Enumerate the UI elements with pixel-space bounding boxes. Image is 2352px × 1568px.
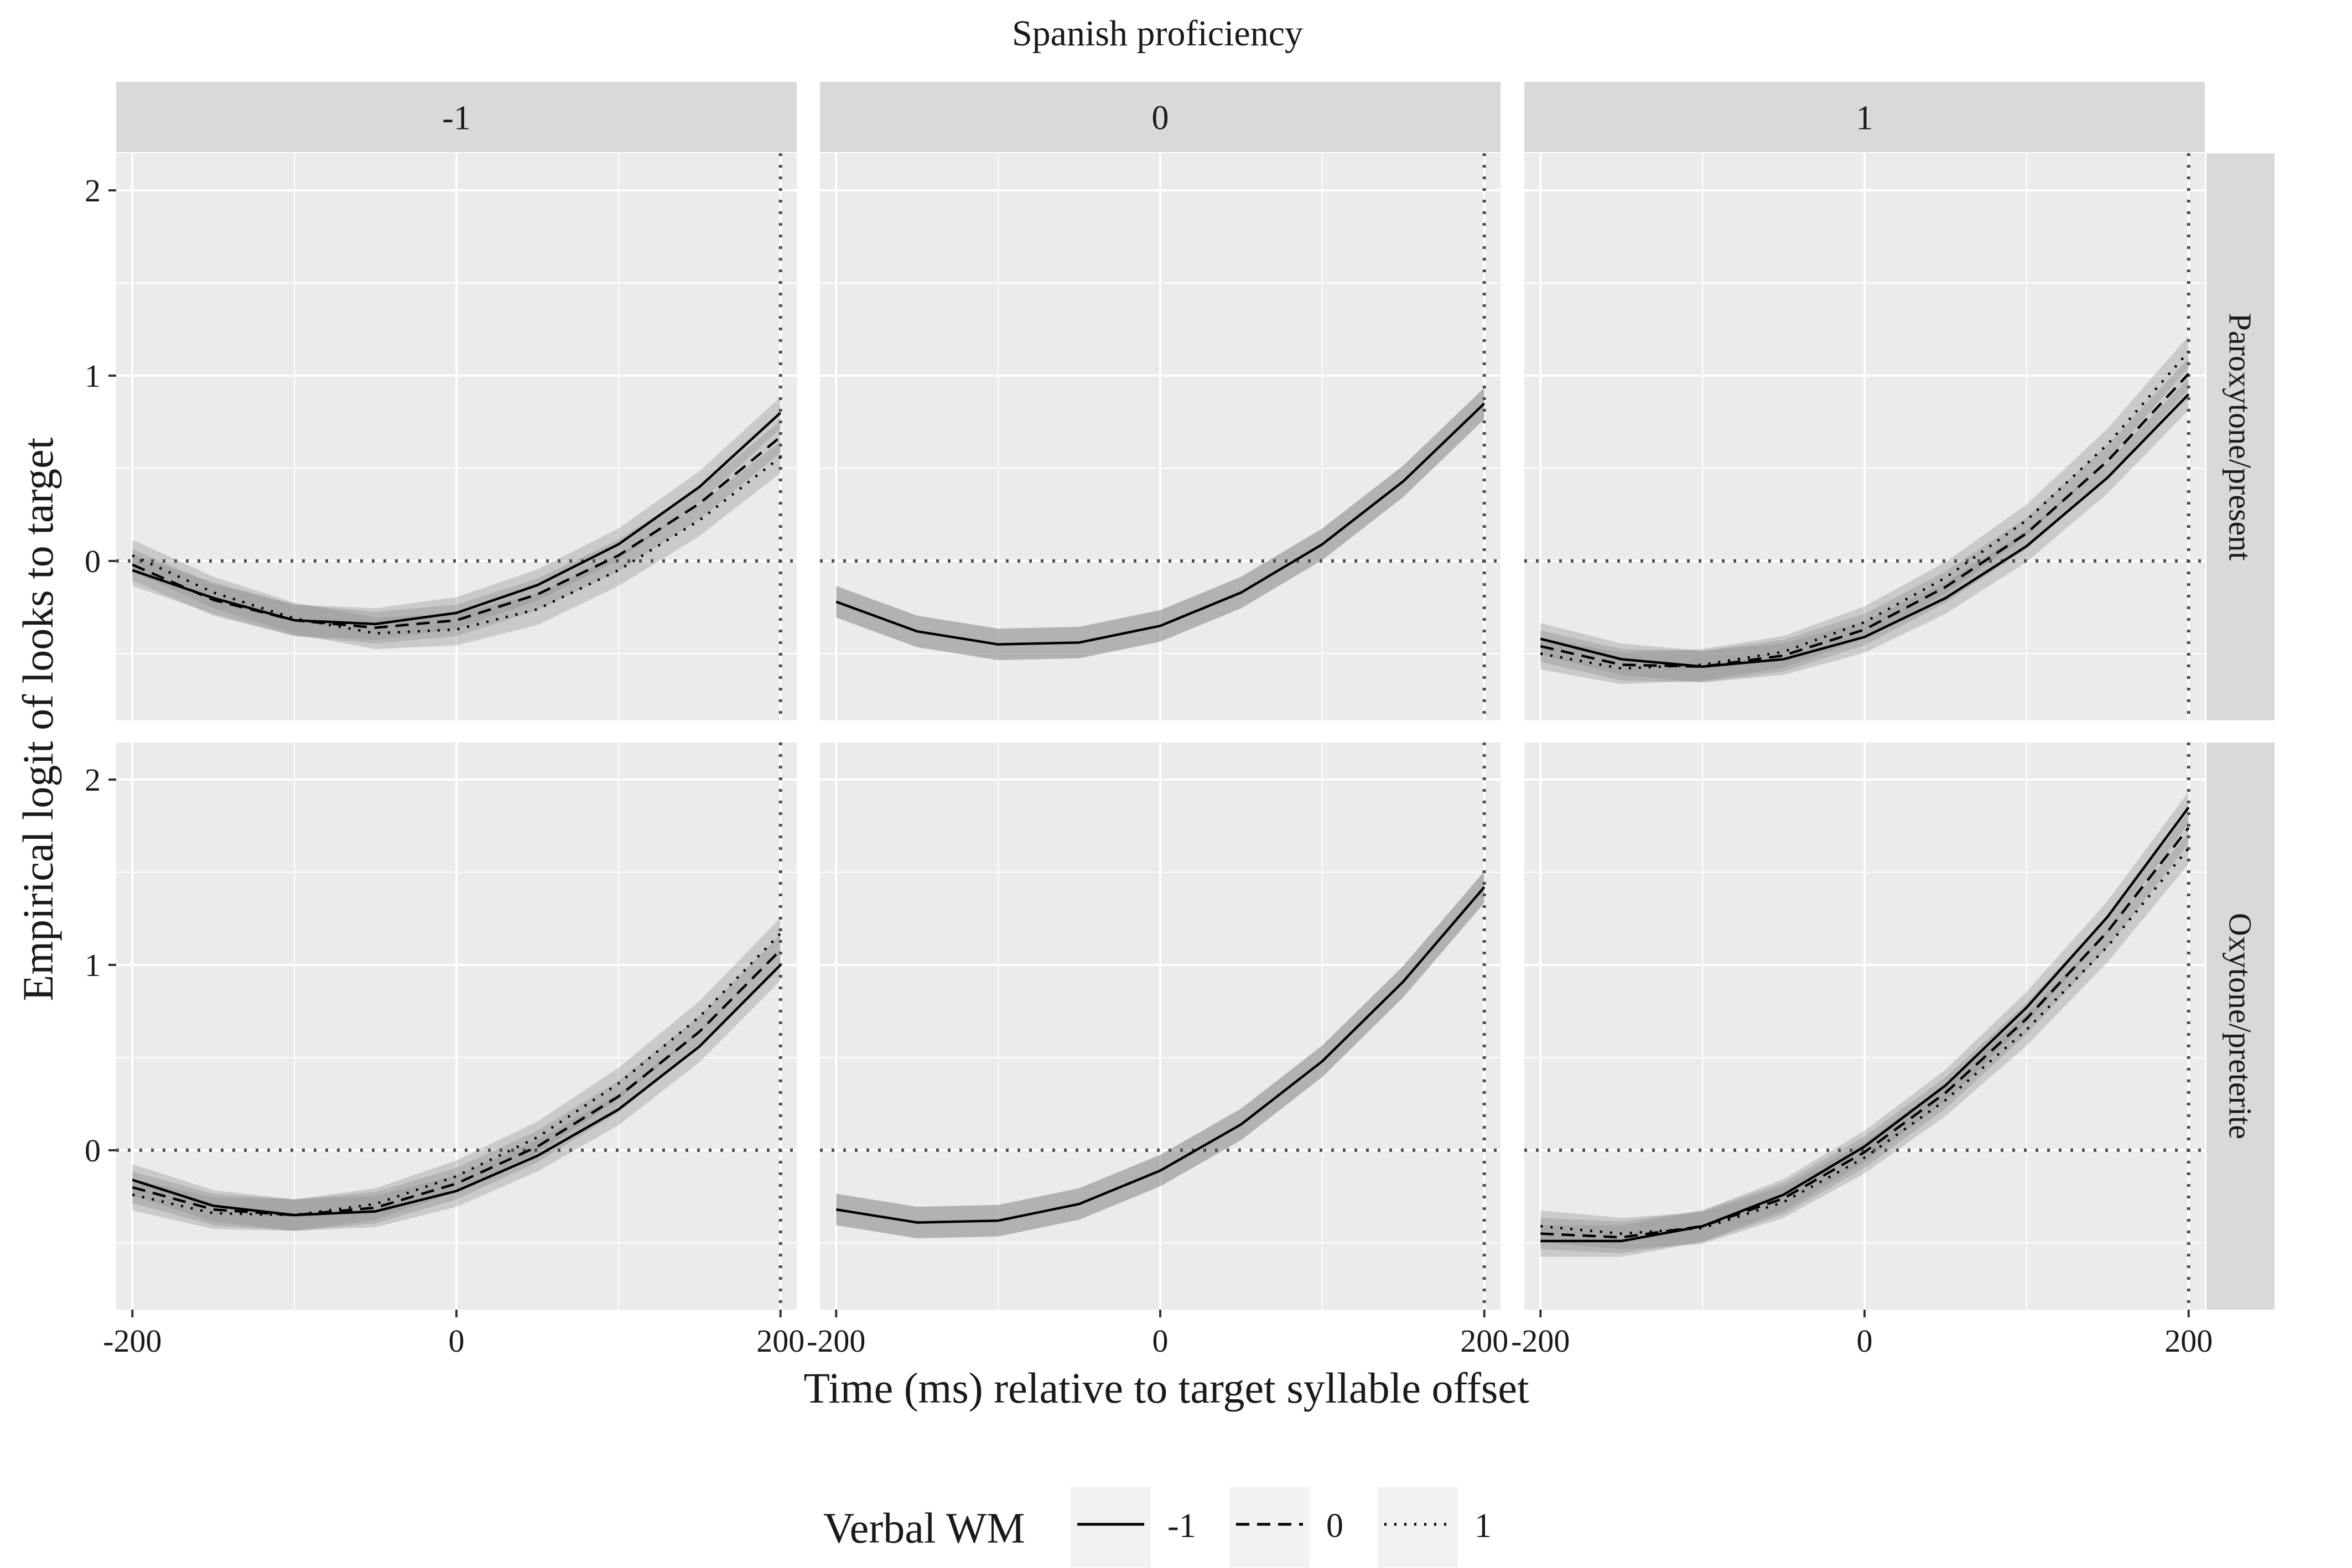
series-line-wm-0 xyxy=(1540,373,2190,668)
confidence-ribbon xyxy=(1540,335,2189,684)
legend-label: -1 xyxy=(1167,1507,1196,1545)
chart-title: Spanish proficiency xyxy=(1012,13,1303,54)
legend-title: Verbal WM xyxy=(823,1504,1025,1552)
confidence-ribbon xyxy=(132,441,781,650)
series-line-wm-1 xyxy=(132,932,782,1217)
row-strip-label: Oxytone/preterite xyxy=(2223,913,2258,1139)
y-tick-label: 0 xyxy=(85,1133,101,1169)
x-tick-label: -200 xyxy=(103,1323,162,1359)
facet-panel xyxy=(1524,743,2205,1310)
series-line-wm-0 xyxy=(132,949,782,1217)
facet-panel xyxy=(116,153,797,720)
y-tick-label: 1 xyxy=(85,947,101,983)
x-tick-label: 200 xyxy=(756,1323,804,1359)
column-strip xyxy=(820,82,1500,152)
column-strip-label: 1 xyxy=(1856,100,1873,137)
column-strip-label: 0 xyxy=(1152,100,1169,137)
facet-panel xyxy=(820,743,1500,1310)
legend-key-background xyxy=(1071,1487,1151,1567)
x-tick-label: 200 xyxy=(2164,1323,2213,1359)
confidence-ribbon xyxy=(1540,832,2189,1250)
confidence-ribbon xyxy=(132,421,781,643)
x-tick-label: -200 xyxy=(1511,1323,1570,1359)
y-tick-label: 2 xyxy=(85,173,101,209)
column-strip xyxy=(1524,82,2205,152)
series-line-wm--1 xyxy=(1540,393,2190,668)
series-line-wm-0 xyxy=(132,435,782,629)
row-strip xyxy=(2206,153,2275,720)
series-line-wm-1 xyxy=(1540,350,2190,670)
series-line-wm--1 xyxy=(132,964,782,1217)
confidence-ribbon xyxy=(836,387,1484,661)
confidence-ribbon xyxy=(1540,358,2189,683)
column-strip xyxy=(116,82,797,152)
series-line-wm--1 xyxy=(835,886,1486,1224)
confidence-ribbon xyxy=(836,871,1484,1239)
series-line-wm--1 xyxy=(1540,806,2190,1243)
facet-panels: -1 0 1 Paroxytone/present Oxytone/preterite 0… xyxy=(85,82,2275,1359)
column-strip-label: -1 xyxy=(442,100,471,137)
confidence-ribbon xyxy=(132,949,781,1231)
legend-label: 0 xyxy=(1326,1507,1343,1545)
y-tick-label: 2 xyxy=(85,762,101,798)
x-tick-label: 0 xyxy=(1152,1323,1169,1359)
y-axis-label: Empirical logit of looks to target xyxy=(14,437,62,1001)
legend-key-background xyxy=(1229,1487,1310,1567)
x-tick-label: 0 xyxy=(1857,1323,1873,1359)
confidence-ribbon xyxy=(132,397,781,640)
facet-panel xyxy=(820,153,1500,720)
legend-label: 1 xyxy=(1474,1507,1492,1545)
series-line-wm-1 xyxy=(1540,847,2190,1235)
y-tick-label: 1 xyxy=(85,358,101,394)
confidence-ribbon xyxy=(1540,812,2189,1253)
row-strip xyxy=(2206,743,2275,1310)
legend-key-background xyxy=(1378,1487,1458,1567)
series-line-wm--1 xyxy=(835,402,1486,646)
x-tick-label: -200 xyxy=(807,1323,865,1359)
series-line-wm-0 xyxy=(1540,827,2190,1239)
facet-panel xyxy=(1524,153,2205,720)
x-tick-label: 200 xyxy=(1460,1323,1508,1359)
row-strip-label: Paroxytone/present xyxy=(2223,313,2258,561)
x-tick-label: 0 xyxy=(449,1323,465,1359)
x-axis-label: Time (ms) relative to target syllable of… xyxy=(803,1364,1529,1412)
y-tick-label: 0 xyxy=(85,543,101,579)
confidence-ribbon xyxy=(1540,378,2189,683)
facet-panel xyxy=(116,743,797,1310)
legend: Verbal WM -1 0 1 xyxy=(823,1487,1492,1567)
